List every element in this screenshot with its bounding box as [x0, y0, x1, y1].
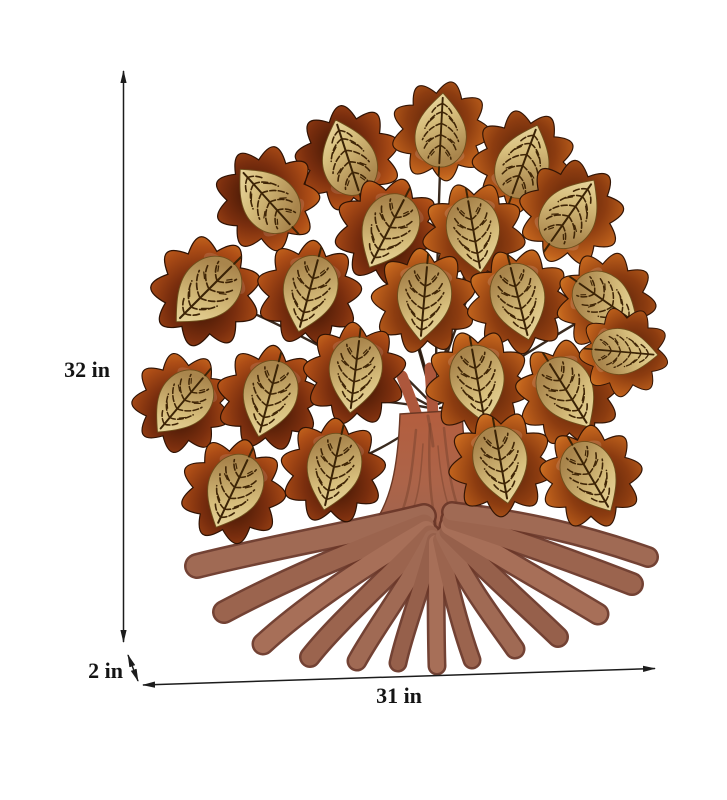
height-dimension: 32 in	[64, 70, 127, 643]
height-dimension-label: 32 in	[64, 357, 110, 382]
depth-dimension-label: 2 in	[88, 658, 123, 683]
width-dimension: 31 in	[142, 665, 656, 708]
root-fingers	[186, 503, 657, 673]
depth-dimension: 2 in	[88, 654, 139, 683]
tree-roots	[184, 501, 659, 676]
depth-dimension-line	[127, 654, 139, 682]
width-dimension-line	[142, 665, 656, 688]
tree-wall-art-image	[112, 79, 674, 676]
width-dimension-label: 31 in	[376, 683, 422, 708]
